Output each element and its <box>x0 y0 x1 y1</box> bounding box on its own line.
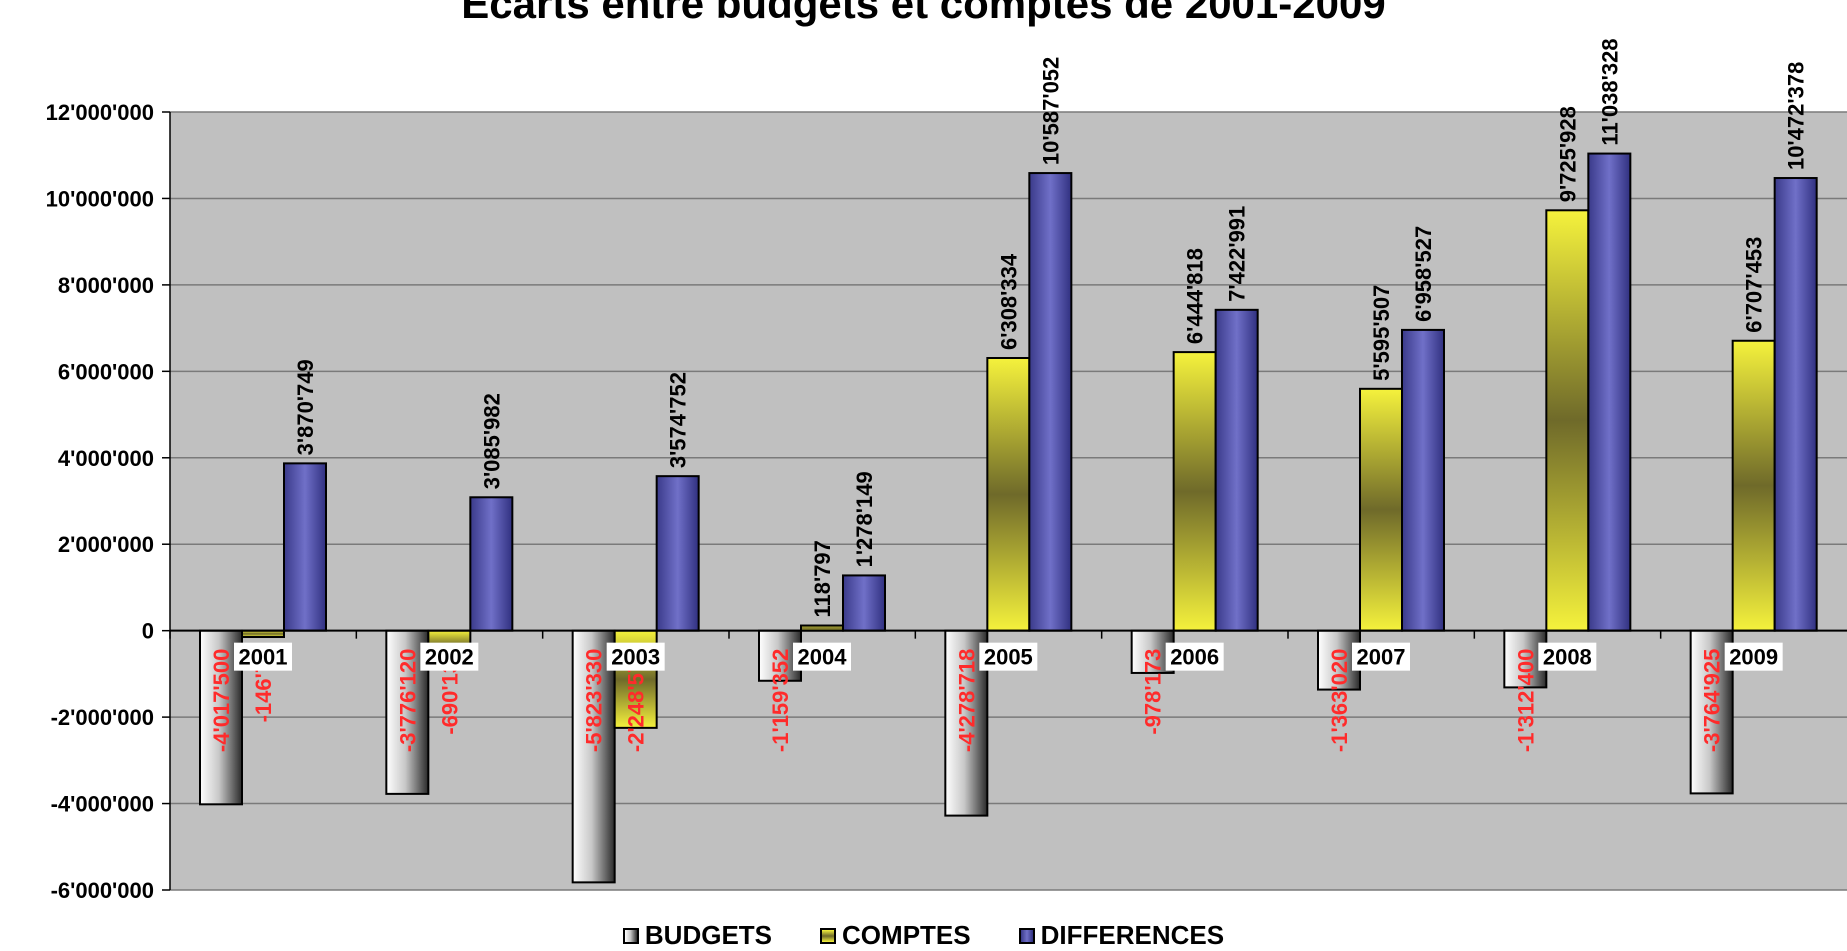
data-label-comptes-2005: 6'308'334 <box>996 253 1021 350</box>
legend-label-differences: DIFFERENCES <box>1040 920 1225 950</box>
x-tick-label-2007: 2007 <box>1357 645 1406 670</box>
bar-differences-2008 <box>1587 152 1632 632</box>
bar-comptes-2008 <box>1545 209 1590 632</box>
category-label-bg <box>1352 642 1410 671</box>
legend-item-differences: DIFFERENCES <box>1018 920 1225 951</box>
data-label-budgets-2001: -4'017'500 <box>209 649 234 752</box>
data-label-differences-2003: 3'574'752 <box>666 372 691 468</box>
data-label-budgets-2004: -1'159'352 <box>768 649 793 752</box>
x-tick-label-2002: 2002 <box>425 645 474 670</box>
y-tick-label: 0 <box>142 619 154 644</box>
data-label-differences-2002: 3'085'982 <box>479 393 504 489</box>
category-label-bg <box>793 642 851 671</box>
x-tick-label-2006: 2006 <box>1170 645 1219 670</box>
data-label-differences-2007: 6'958'527 <box>1411 226 1436 322</box>
legend-label-budgets: BUDGETS <box>644 920 773 950</box>
bar-budgets-2003 <box>571 629 616 884</box>
y-tick-label: 10'000'000 <box>46 186 154 211</box>
bar-differences-2003 <box>655 475 700 632</box>
y-tick-label: 8'000'000 <box>58 273 154 298</box>
bar-differences-2004 <box>842 574 886 632</box>
x-tick-label-2005: 2005 <box>984 645 1033 670</box>
chart-title: Ecarts entre budgets et comptes de 2001-… <box>461 0 1386 27</box>
bar-differences-2005 <box>1028 172 1073 632</box>
y-tick-label: 6'000'000 <box>58 359 154 384</box>
x-tick-label-2008: 2008 <box>1543 645 1592 670</box>
data-label-budgets-2009: -3'764'925 <box>1700 649 1725 752</box>
legend-swatch-differences <box>1018 927 1035 944</box>
legend-item-comptes: COMPTES <box>820 920 971 951</box>
data-label-comptes-2007: 5'595'507 <box>1369 285 1394 381</box>
data-label-budgets-2006: -978'173 <box>1141 649 1166 735</box>
legend-label-comptes: COMPTES <box>842 920 971 950</box>
category-label-bg <box>606 642 665 671</box>
y-tick-label: 2'000'000 <box>58 532 154 557</box>
bar-differences-2001 <box>283 462 327 632</box>
y-tick-label: -4'000'000 <box>51 792 154 817</box>
data-label-budgets-2008: -1'312'400 <box>1513 649 1538 752</box>
x-tick-label-2009: 2009 <box>1729 645 1778 670</box>
category-label-bg <box>1724 642 1783 671</box>
data-label-differences-2004: 1'278'149 <box>852 471 877 567</box>
bar-comptes-2009 <box>1731 339 1776 632</box>
x-tick-label-2001: 2001 <box>239 645 288 670</box>
data-label-budgets-2007: -1'363'020 <box>1327 649 1352 752</box>
x-tick-label-2004: 2004 <box>798 645 848 670</box>
bar-differences-2006 <box>1214 308 1259 632</box>
legend-swatch-comptes <box>820 927 837 944</box>
y-tick-label: 12'000'000 <box>46 100 154 125</box>
legend-item-budgets: BUDGETS <box>622 920 773 951</box>
data-label-comptes-2004: 118'797 <box>810 540 835 617</box>
y-tick-label: -2'000'000 <box>51 705 154 730</box>
bar-differences-2002 <box>469 496 514 632</box>
data-label-differences-2009: 10'472'378 <box>1784 62 1809 170</box>
data-label-differences-2008: 11'038'328 <box>1597 38 1622 145</box>
category-label-bg <box>420 642 479 671</box>
bar-comptes-2006 <box>1172 351 1217 632</box>
bar-comptes-2007 <box>1359 387 1403 632</box>
data-label-comptes-2006: 6'444'818 <box>1183 248 1208 344</box>
bar-differences-2009 <box>1773 177 1818 632</box>
bar-comptes-2005 <box>986 357 1031 632</box>
category-label-bg <box>234 642 292 671</box>
data-label-differences-2006: 7'422'991 <box>1225 206 1250 302</box>
legend-swatch-budgets <box>622 927 639 944</box>
bar-differences-2007 <box>1401 328 1445 632</box>
data-label-budgets-2003: -5'823'330 <box>582 649 607 752</box>
data-label-budgets-2005: -4'278'718 <box>954 649 979 752</box>
category-label-bg <box>1538 642 1597 671</box>
legend: BUDGETS COMPTES DIFFERENCES <box>0 920 1847 951</box>
data-label-comptes-2008: 9'725'928 <box>1555 106 1580 202</box>
category-label-bg <box>1165 642 1224 671</box>
data-label-budgets-2002: -3'776'120 <box>395 649 420 752</box>
data-label-differences-2001: 3'870'749 <box>293 359 318 455</box>
data-label-differences-2005: 10'587'052 <box>1038 57 1063 165</box>
category-label-bg <box>979 642 1038 671</box>
y-tick-label: -6'000'000 <box>51 878 154 903</box>
x-tick-label-2003: 2003 <box>611 645 660 670</box>
data-label-comptes-2009: 6'707'453 <box>1742 237 1767 333</box>
y-tick-label: 4'000'000 <box>58 446 154 471</box>
